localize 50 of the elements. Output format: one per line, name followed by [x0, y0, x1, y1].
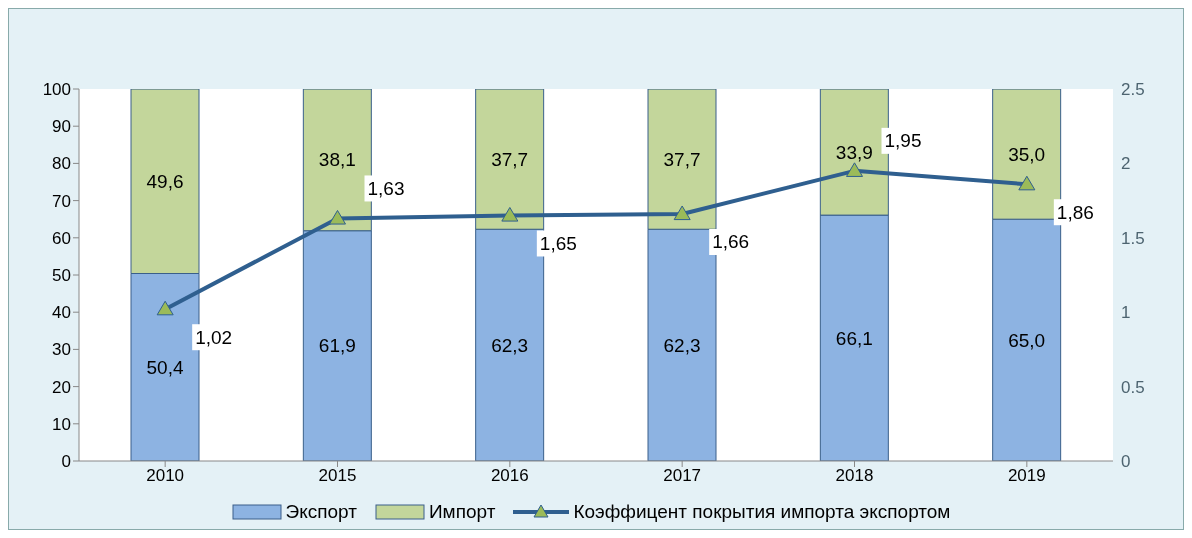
- point: [1018, 175, 1036, 191]
- legend-label: Экспорт: [285, 501, 357, 523]
- y-tick-label: 50: [52, 266, 71, 286]
- y-tick-label: 0: [61, 452, 71, 472]
- data-label: 61,9: [318, 335, 356, 357]
- y-tick-label: 10: [52, 414, 71, 434]
- y-tick-label: 40: [52, 303, 71, 323]
- x-tick-label: 2019: [1007, 466, 1046, 486]
- data-label: 1,63: [367, 177, 405, 199]
- y2-tick-label: 0.5: [1121, 377, 1145, 397]
- y2-tick-label: 1: [1121, 303, 1131, 323]
- x-tick-label: 2016: [490, 466, 529, 486]
- y-tick-label: 70: [52, 191, 71, 211]
- y-tick-label: 100: [42, 80, 71, 100]
- data-label: 1,02: [195, 326, 233, 348]
- legend-label: Импорт: [428, 501, 496, 523]
- data-label: 62,3: [663, 334, 701, 356]
- y-tick-label: 20: [52, 377, 71, 397]
- x-tick-label: 2010: [146, 466, 185, 486]
- y-tick-label: 80: [52, 154, 71, 174]
- data-label: 35,0: [1008, 143, 1046, 165]
- point: [156, 300, 174, 316]
- data-label: 37,7: [491, 148, 529, 170]
- y-tick-label: 60: [52, 228, 71, 248]
- data-label: 65,0: [1008, 329, 1046, 351]
- point: [846, 162, 863, 177]
- y2-tick-label: 0: [1121, 452, 1131, 472]
- data-label: 37,7: [663, 148, 701, 170]
- data-label: 33,9: [835, 141, 873, 163]
- data-label: 50,4: [146, 356, 184, 378]
- data-label: 1,95: [884, 130, 922, 152]
- y2-tick-label: 1.5: [1121, 228, 1145, 248]
- data-label: 49,6: [146, 170, 184, 192]
- point: [501, 206, 519, 222]
- y-tick-label: 30: [52, 340, 71, 360]
- data-label: 1,66: [712, 231, 750, 253]
- point: [673, 205, 691, 221]
- point: [329, 209, 346, 225]
- data-label: 38,1: [318, 149, 356, 171]
- x-tick-label: 2017: [663, 466, 702, 486]
- x-tick-label: 2018: [835, 466, 874, 486]
- y2-tick-label: 2: [1121, 154, 1131, 174]
- y-tick-label: 90: [52, 117, 71, 137]
- data-label: 66,1: [835, 327, 873, 349]
- data-label: 1,65: [539, 232, 577, 254]
- x-tick-label: 2015: [318, 466, 357, 486]
- data-label: 1,86: [1056, 201, 1094, 223]
- y2-tick-label: 2.5: [1121, 80, 1145, 100]
- legend-label: Коэффицент покрытия импорта экспортом: [573, 501, 951, 523]
- data-label: 62,3: [491, 334, 529, 356]
